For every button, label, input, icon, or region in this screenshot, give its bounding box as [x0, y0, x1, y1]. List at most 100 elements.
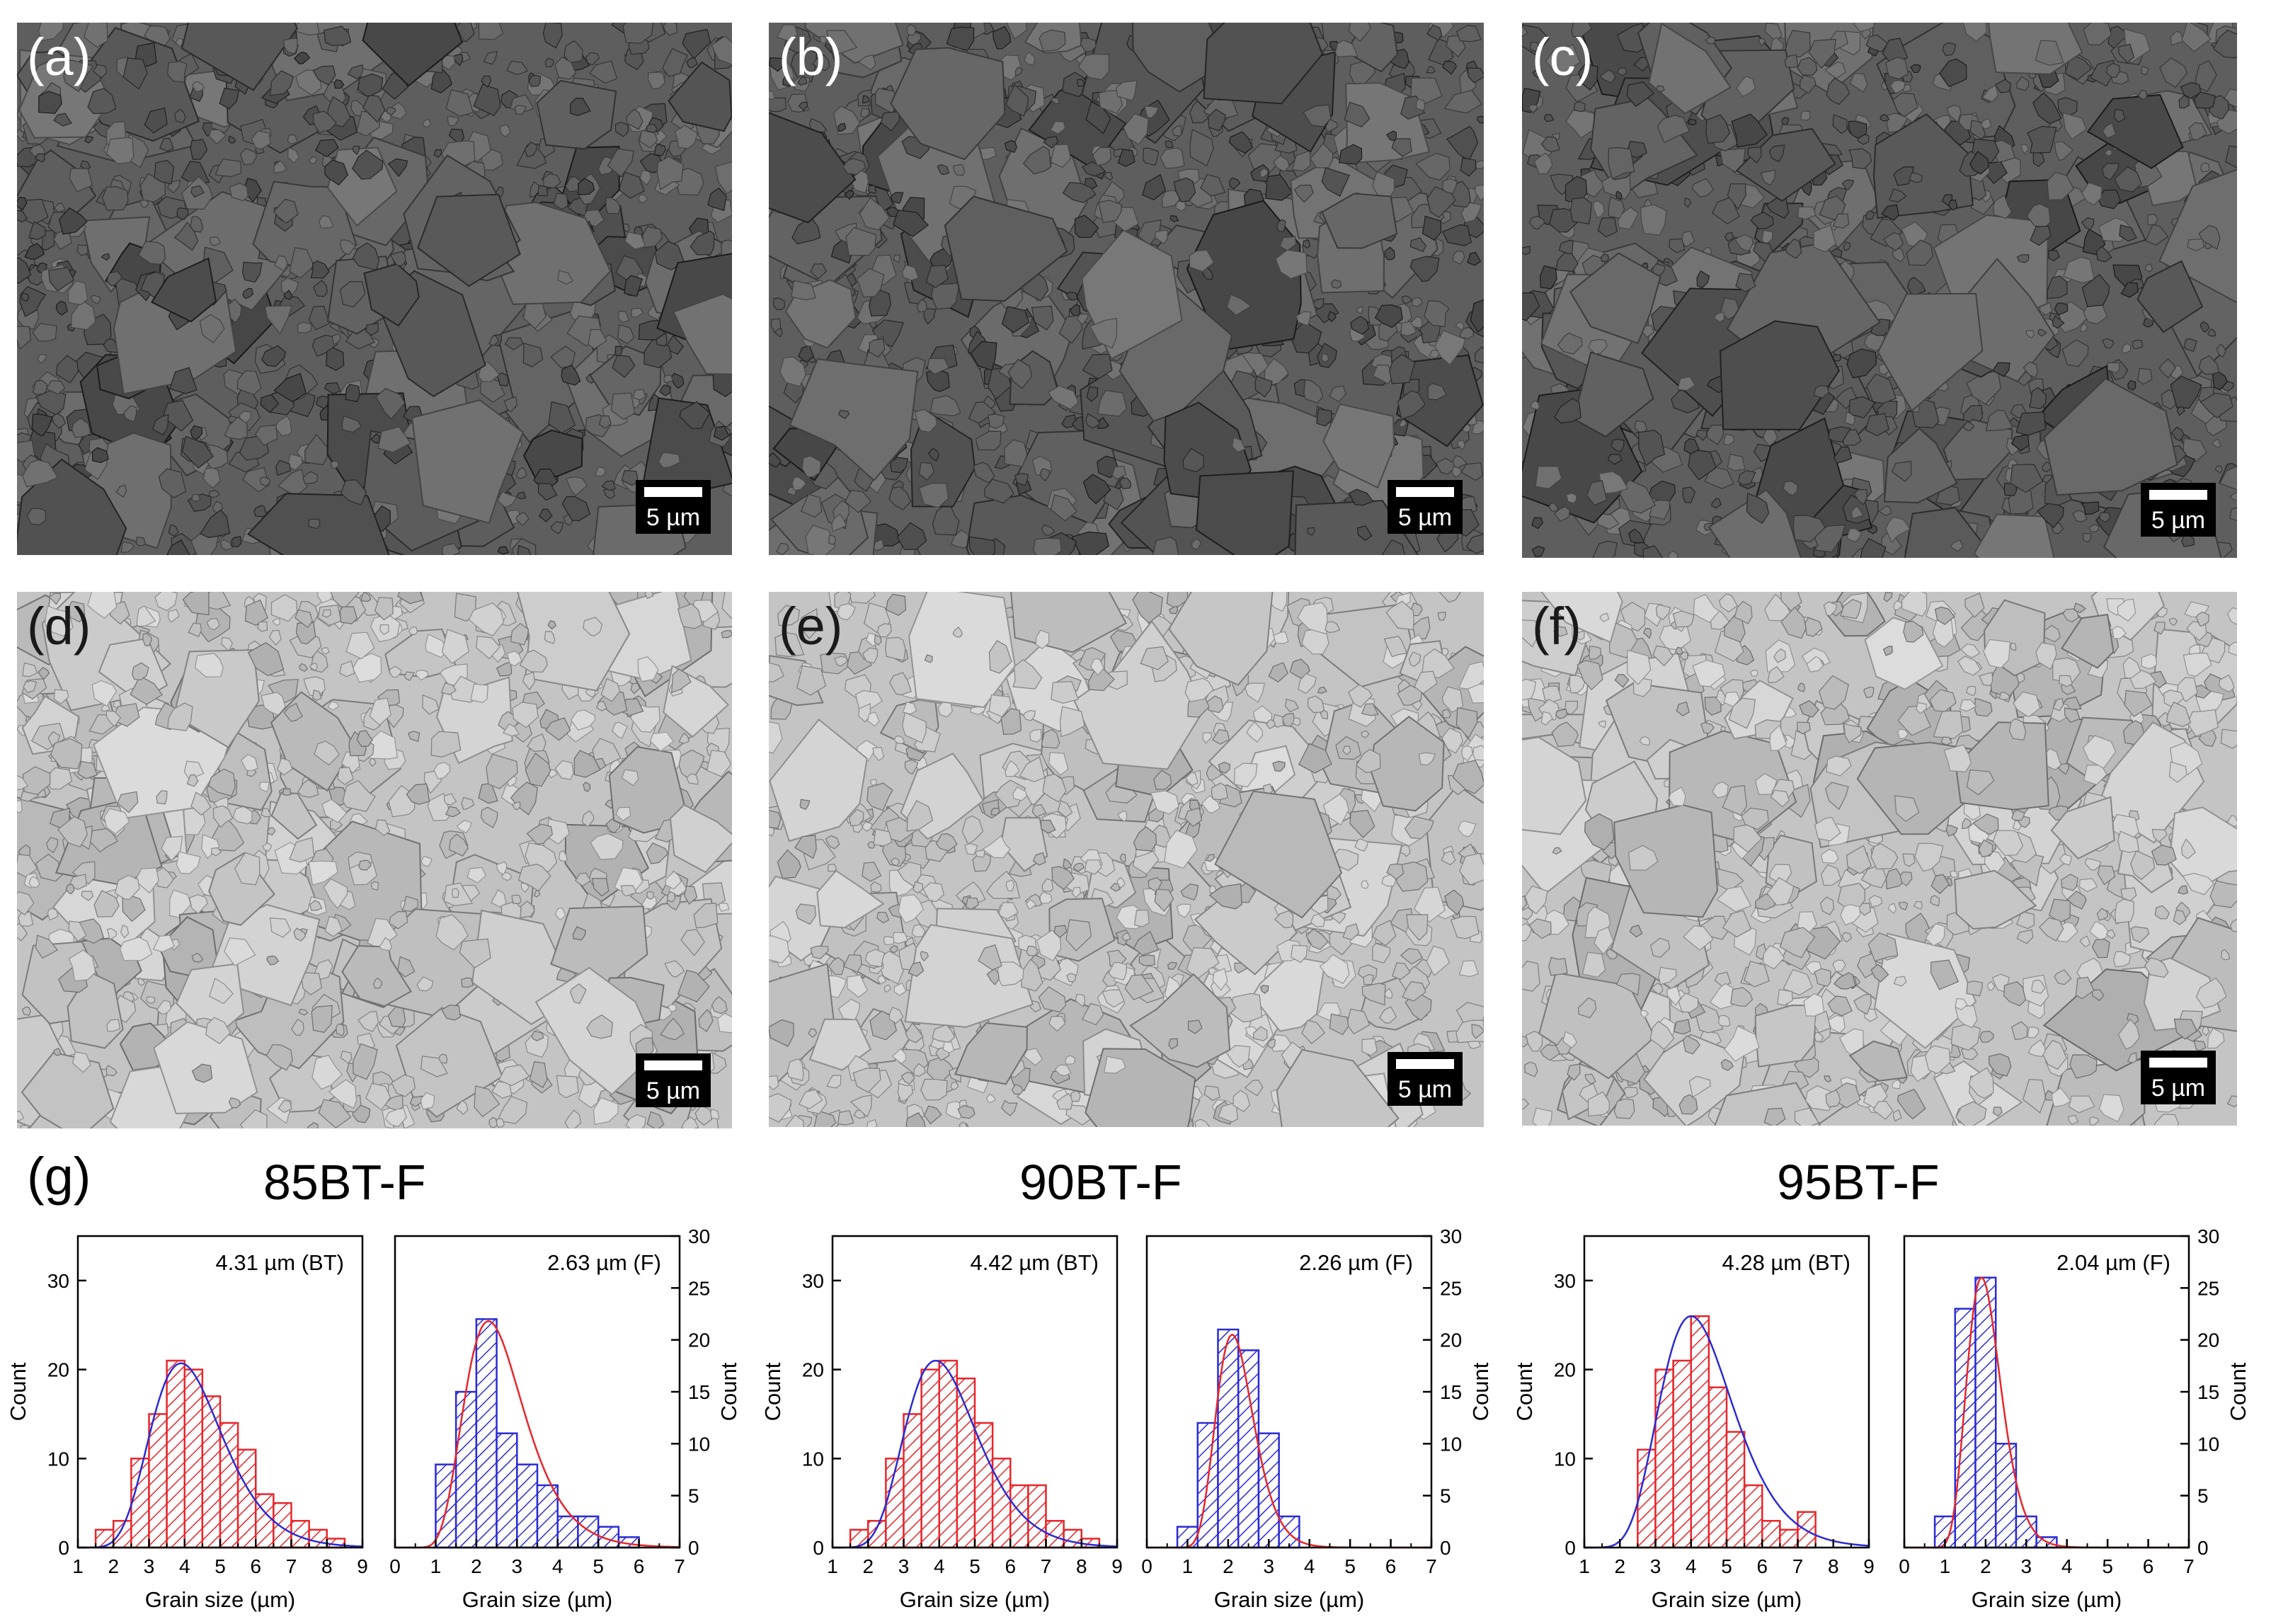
- plot-frame: [1145, 1235, 1433, 1549]
- y-axis-label: Count: [716, 1362, 741, 1421]
- histogram-bar: [219, 1422, 239, 1549]
- histogram-bar: [1237, 1349, 1260, 1549]
- y-tick-label: 5: [2197, 1485, 2209, 1507]
- x-tick-label: 5: [969, 1555, 980, 1577]
- scale-bar-label: 5 µm: [646, 1077, 701, 1104]
- y-tick-label: 0: [1564, 1537, 1576, 1559]
- histogram-bar: [849, 1528, 869, 1549]
- y-tick-label: 10: [802, 1448, 824, 1470]
- histogram-bar: [516, 1463, 539, 1549]
- y-tick-label: 20: [47, 1359, 69, 1381]
- y-axis-label: Count: [2226, 1362, 2250, 1421]
- panel-label: (f): [1532, 597, 1581, 656]
- y-axis-label: Count: [1512, 1362, 1537, 1421]
- x-tick-label: 0: [389, 1555, 401, 1577]
- y-axis-label: Count: [1468, 1362, 1493, 1421]
- histogram-bar: [454, 1390, 478, 1549]
- sem-texture: [769, 592, 1484, 1127]
- x-tick-label: 8: [321, 1555, 333, 1577]
- x-tick-label: 1: [72, 1555, 84, 1577]
- x-tick-label: 1: [430, 1555, 442, 1577]
- y-tick-label: 30: [2197, 1225, 2219, 1247]
- scale-bar: 5 µm: [636, 480, 711, 534]
- panel-label: (d): [27, 597, 91, 656]
- sem-image-b: (b) 5 µm: [769, 23, 1484, 555]
- group-title: 85BT-F: [263, 1155, 426, 1210]
- x-tick-label: 9: [1111, 1555, 1123, 1577]
- histogram-bar: [1743, 1484, 1763, 1549]
- x-tick-label: 7: [286, 1555, 297, 1577]
- mean-size-annotation: 4.42 µm (BT): [970, 1250, 1099, 1275]
- scale-bar: 5 µm: [636, 1053, 711, 1107]
- x-tick-label: 1: [1579, 1555, 1590, 1577]
- histogram-bar: [166, 1359, 185, 1549]
- x-tick-label: 6: [1385, 1555, 1397, 1577]
- x-tick-label: 6: [250, 1555, 261, 1577]
- x-axis-label: Grain size (µm): [1972, 1587, 2122, 1612]
- scale-bar: 5 µm: [2141, 483, 2216, 537]
- y-tick-label: 5: [1440, 1485, 1451, 1507]
- scale-bar-label: 5 µm: [2151, 1075, 2206, 1102]
- scale-bar-label: 5 µm: [1397, 504, 1453, 531]
- scale-bar: 5 µm: [1388, 480, 1463, 534]
- fit-curve: [395, 1320, 680, 1549]
- x-tick-label: 6: [2143, 1555, 2154, 1577]
- x-tick-label: 3: [898, 1555, 910, 1577]
- fit-curve: [1584, 1315, 1870, 1549]
- sem-texture: [17, 592, 732, 1128]
- histogram-bar: [556, 1515, 579, 1549]
- y-tick-label: 15: [1440, 1381, 1462, 1403]
- x-tick-label: 5: [2102, 1555, 2113, 1577]
- y-tick-label: 30: [802, 1270, 824, 1292]
- mean-size-annotation: 4.28 µm (BT): [1722, 1250, 1850, 1275]
- y-tick-label: 20: [2197, 1329, 2219, 1351]
- panel-label: (e): [779, 597, 843, 656]
- x-tick-label: 7: [674, 1555, 685, 1577]
- group-title: 90BT-F: [1019, 1155, 1182, 1210]
- x-tick-label: 7: [1426, 1555, 1437, 1577]
- histogram-bar: [956, 1377, 976, 1549]
- histogram-bar: [1196, 1422, 1219, 1549]
- sem-image-e: (e) 5 µm: [769, 592, 1484, 1127]
- x-tick-label: 4: [1304, 1555, 1315, 1577]
- y-tick-label: 30: [47, 1270, 69, 1292]
- x-tick-label: 9: [357, 1555, 368, 1577]
- histogram-bar: [183, 1368, 204, 1549]
- x-tick-label: 3: [2020, 1555, 2032, 1577]
- histogram-bar: [1009, 1484, 1029, 1549]
- x-tick-label: 3: [511, 1555, 522, 1577]
- fit-curve: [1904, 1276, 2189, 1549]
- y-tick-label: 30: [1554, 1270, 1576, 1292]
- x-tick-label: 2: [108, 1555, 119, 1577]
- group-title: 95BT-F: [1777, 1155, 1940, 1210]
- sem-texture: [17, 23, 732, 555]
- sem-texture: [1522, 592, 2237, 1126]
- mean-size-annotation: 4.31 µm (BT): [215, 1250, 344, 1275]
- x-tick-label: 2: [862, 1555, 874, 1577]
- histogram-bar: [1690, 1315, 1710, 1549]
- scale-bar-label: 5 µm: [1397, 1076, 1453, 1103]
- y-tick-label: 10: [1440, 1433, 1462, 1455]
- sem-texture: [1522, 23, 2237, 558]
- plot-frame: [1903, 1235, 2190, 1549]
- x-tick-label: 5: [593, 1555, 604, 1577]
- y-tick-label: 15: [688, 1381, 710, 1403]
- histogram-bar: [94, 1528, 115, 1549]
- x-tick-label: 4: [1686, 1555, 1697, 1577]
- y-tick-label: 30: [1440, 1225, 1462, 1247]
- histogram-bar: [938, 1359, 959, 1549]
- x-axis-label: Grain size (µm): [145, 1587, 296, 1612]
- scale-bar: 5 µm: [1388, 1052, 1463, 1106]
- histogram-bar: [1994, 1443, 2018, 1549]
- histogram-bar: [991, 1458, 1012, 1549]
- x-tick-label: 2: [471, 1555, 482, 1577]
- mean-size-annotation: 2.26 µm (F): [1299, 1250, 1413, 1275]
- x-tick-label: 3: [1263, 1555, 1274, 1577]
- histogram-bar: [273, 1502, 292, 1549]
- mean-size-annotation: 2.04 µm (F): [2057, 1250, 2170, 1275]
- x-tick-label: 9: [1863, 1555, 1875, 1577]
- y-tick-label: 25: [688, 1277, 710, 1299]
- x-tick-label: 3: [144, 1555, 155, 1577]
